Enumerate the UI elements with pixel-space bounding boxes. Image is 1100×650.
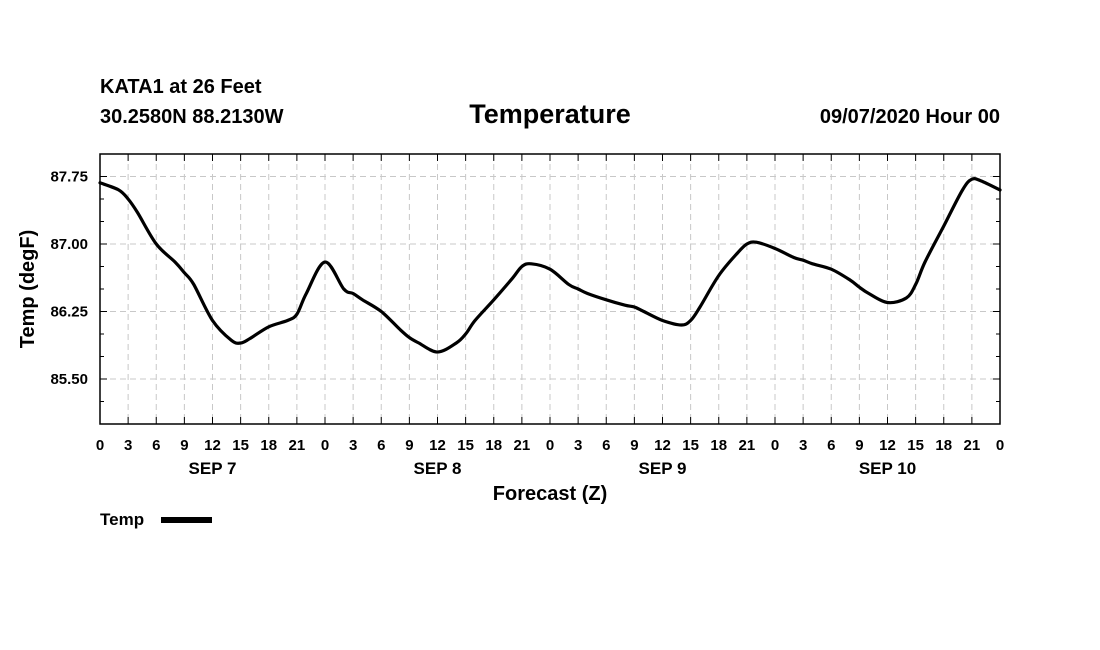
x-tick-label: 18 [485,437,502,454]
x-tick-label: 18 [710,437,727,454]
y-axis-title: Temp (degF) [17,230,39,349]
x-tick-label: 21 [964,437,981,454]
y-tick-label: 87.00 [50,236,88,253]
x-tick-label: 3 [574,437,582,454]
legend-label-temp: Temp [100,510,144,529]
x-tick-label: 12 [654,437,671,454]
forecast-datetime: 09/07/2020 Hour 00 [819,106,1000,128]
x-tick-label: 0 [996,437,1004,454]
x-tick-label: 0 [546,437,554,454]
x-tick-label: 9 [405,437,413,454]
day-label: SEP 9 [639,459,687,478]
x-tick-label: 12 [879,437,896,454]
x-tick-label: 0 [96,437,104,454]
day-label: SEP 8 [414,459,462,478]
station-coordinates: 30.2580N 88.2130W [100,106,284,128]
x-tick-label: 3 [799,437,807,454]
y-tick-label: 87.75 [50,169,88,186]
x-tick-label: 18 [260,437,277,454]
x-tick-label: 21 [739,437,756,454]
x-tick-label: 3 [349,437,357,454]
x-tick-label: 9 [855,437,863,454]
x-tick-label: 21 [289,437,306,454]
x-tick-label: 12 [204,437,221,454]
y-tick-label: 86.25 [50,304,88,321]
plot-frame [99,153,1001,425]
x-tick-label: 15 [457,437,474,454]
chart-title: Temperature [469,99,631,129]
x-tick-label: 0 [321,437,329,454]
y-tick-label: 85.50 [50,371,88,388]
x-tick-label: 18 [935,437,952,454]
series-layer [98,176,1002,354]
x-tick-label: 15 [682,437,699,454]
day-label: SEP 7 [189,459,237,478]
x-tick-label: 15 [232,437,249,454]
x-tick-label: 15 [907,437,924,454]
x-tick-label: 6 [152,437,160,454]
x-tick-label: 6 [827,437,835,454]
x-tick-label: 3 [124,437,132,454]
x-tick-label: 9 [180,437,188,454]
x-tick-label: 12 [429,437,446,454]
x-axis-title: Forecast (Z) [493,483,607,505]
day-label: SEP 10 [859,459,916,478]
grid [100,154,1000,424]
x-tick-label: 6 [377,437,385,454]
station-label: KATA1 at 26 Feet [100,76,262,98]
x-tick-label: 6 [602,437,610,454]
x-tick-label: 21 [514,437,531,454]
x-tick-label: 9 [630,437,638,454]
legend: Temp [100,510,212,529]
series-line-temp [98,176,1002,354]
axis-labels: 0 3 6 9 12 15 18 21 0 3 6 9 12 15 18 21 0 3 6 9 12 15 18 21 0 3 6 9… [50,169,1004,479]
x-tick-label: 0 [771,437,779,454]
